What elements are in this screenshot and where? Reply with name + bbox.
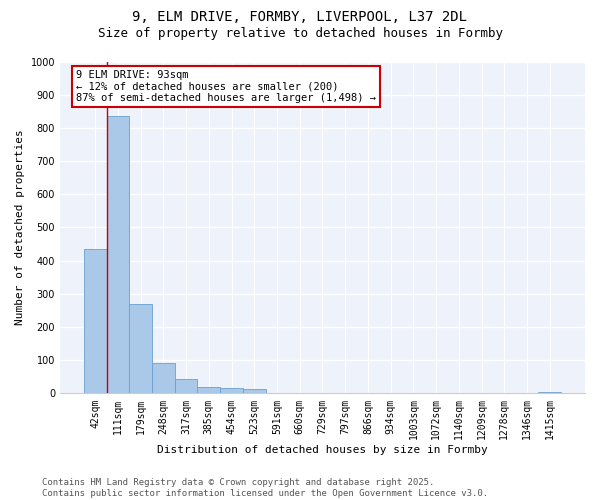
Bar — [84, 249, 107, 394]
Text: Size of property relative to detached houses in Formby: Size of property relative to detached ho… — [97, 28, 503, 40]
Text: 9 ELM DRIVE: 93sqm
← 12% of detached houses are smaller (200)
87% of semi-detach: 9 ELM DRIVE: 93sqm ← 12% of detached hou… — [76, 70, 376, 103]
Bar — [107, 116, 129, 394]
X-axis label: Distribution of detached houses by size in Formby: Distribution of detached houses by size … — [157, 445, 488, 455]
Bar — [243, 390, 266, 394]
Bar — [197, 387, 220, 394]
Bar — [175, 378, 197, 394]
Bar — [538, 392, 561, 394]
Y-axis label: Number of detached properties: Number of detached properties — [15, 130, 25, 326]
Text: 9, ELM DRIVE, FORMBY, LIVERPOOL, L37 2DL: 9, ELM DRIVE, FORMBY, LIVERPOOL, L37 2DL — [133, 10, 467, 24]
Text: Contains HM Land Registry data © Crown copyright and database right 2025.
Contai: Contains HM Land Registry data © Crown c… — [42, 478, 488, 498]
Bar — [220, 388, 243, 394]
Bar — [152, 362, 175, 394]
Bar — [129, 304, 152, 394]
